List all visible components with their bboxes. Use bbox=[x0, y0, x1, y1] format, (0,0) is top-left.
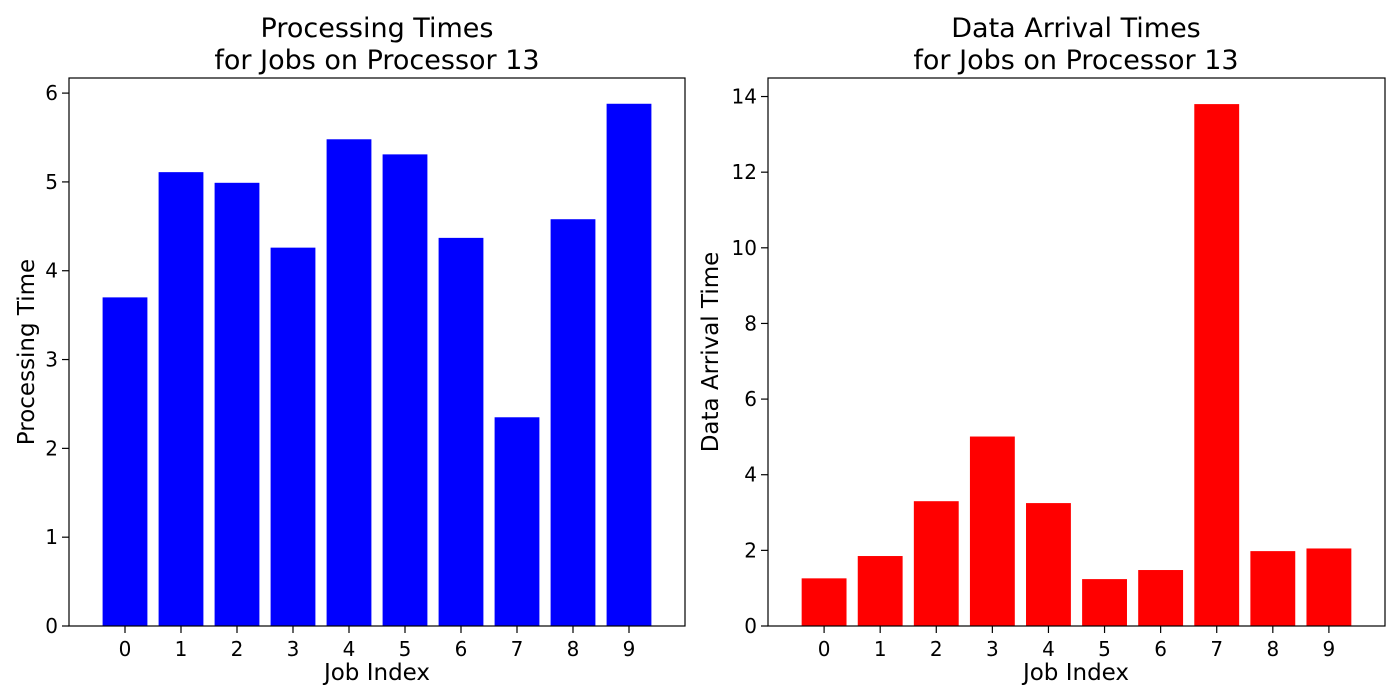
bar-job-9 bbox=[1306, 548, 1352, 626]
y-tick-label: 0 bbox=[744, 614, 757, 638]
y-tick-label: 2 bbox=[744, 538, 757, 562]
x-tick-label: 7 bbox=[1210, 637, 1223, 661]
bar-job-7 bbox=[494, 417, 540, 626]
x-tick-label: 7 bbox=[511, 637, 524, 661]
y-tick-label: 5 bbox=[45, 170, 58, 194]
bar-job-4 bbox=[1026, 503, 1071, 626]
chart-title-line-1: Data Arrival Times bbox=[951, 13, 1201, 44]
x-ticks: 0 1 2 3 4 5 6 7 8 9 bbox=[119, 626, 636, 661]
x-axis-label: Job Index bbox=[322, 660, 430, 686]
bar-job-5 bbox=[1082, 579, 1127, 626]
y-ticks: 0 1 2 3 4 5 6 bbox=[45, 81, 69, 638]
chart-processing-times: Processing Times for Jobs on Processor 1… bbox=[14, 13, 686, 686]
bar-job-0 bbox=[801, 578, 847, 626]
x-tick-label: 2 bbox=[231, 637, 244, 661]
y-tick-label: 4 bbox=[45, 259, 58, 283]
chart-title-line-2: for Jobs on Processor 13 bbox=[214, 45, 539, 76]
x-tick-label: 6 bbox=[1154, 637, 1167, 661]
y-tick-label: 6 bbox=[45, 81, 58, 105]
plot-frame bbox=[68, 77, 686, 627]
x-tick-label: 8 bbox=[567, 637, 580, 661]
bar-job-2 bbox=[913, 501, 959, 626]
bar-job-4 bbox=[326, 139, 372, 626]
x-tick-label: 1 bbox=[175, 637, 188, 661]
x-ticks: 0 1 2 3 4 5 6 7 8 9 bbox=[818, 626, 1336, 661]
y-axis-label: Data Arrival Time bbox=[698, 252, 724, 453]
chart-title-line-1: Processing Times bbox=[261, 13, 494, 44]
x-tick-label: 9 bbox=[623, 637, 636, 661]
bar-job-0 bbox=[102, 297, 148, 626]
bar-job-7 bbox=[1194, 104, 1240, 627]
bar-job-3 bbox=[969, 436, 1015, 626]
bar-job-1 bbox=[857, 556, 903, 626]
bars bbox=[102, 103, 652, 627]
chart-data-arrival-times: Data Arrival Times for Jobs on Processor… bbox=[698, 13, 1386, 686]
x-tick-label: 3 bbox=[287, 637, 300, 661]
bar-job-9 bbox=[606, 103, 652, 626]
x-tick-label: 1 bbox=[874, 637, 887, 661]
bar-job-8 bbox=[1250, 551, 1296, 626]
bars bbox=[801, 104, 1352, 627]
bar-job-6 bbox=[1138, 570, 1184, 626]
y-tick-label: 12 bbox=[732, 160, 757, 184]
x-tick-label: 0 bbox=[119, 637, 132, 661]
plot-frame bbox=[767, 77, 1386, 627]
bar-job-1 bbox=[158, 172, 204, 626]
x-tick-label: 8 bbox=[1266, 637, 1279, 661]
y-tick-label: 3 bbox=[45, 348, 58, 372]
x-axis-label: Job Index bbox=[1021, 660, 1129, 686]
y-tick-label: 6 bbox=[744, 387, 757, 411]
x-tick-label: 4 bbox=[343, 637, 356, 661]
x-tick-label: 2 bbox=[930, 637, 943, 661]
x-tick-label: 9 bbox=[1323, 637, 1336, 661]
x-tick-label: 4 bbox=[1042, 637, 1055, 661]
y-axis-label: Processing Time bbox=[14, 259, 40, 445]
x-tick-label: 5 bbox=[1098, 637, 1111, 661]
y-tick-label: 10 bbox=[732, 236, 757, 260]
y-tick-label: 4 bbox=[744, 463, 757, 487]
bar-job-3 bbox=[270, 247, 316, 626]
x-tick-label: 5 bbox=[399, 637, 412, 661]
x-tick-label: 0 bbox=[818, 637, 831, 661]
y-tick-label: 8 bbox=[744, 311, 757, 335]
bar-job-6 bbox=[438, 237, 484, 626]
y-tick-label: 1 bbox=[45, 525, 58, 549]
chart-title-line-2: for Jobs on Processor 13 bbox=[913, 45, 1238, 76]
y-tick-label: 14 bbox=[732, 85, 757, 109]
bar-job-2 bbox=[214, 182, 260, 627]
y-ticks: 0 2 4 6 8 10 12 14 bbox=[732, 85, 768, 638]
x-tick-label: 6 bbox=[455, 637, 468, 661]
bar-job-5 bbox=[382, 154, 428, 626]
y-tick-label: 0 bbox=[45, 614, 58, 638]
bar-job-8 bbox=[550, 219, 596, 626]
x-tick-label: 3 bbox=[986, 637, 999, 661]
y-tick-label: 2 bbox=[45, 436, 58, 460]
